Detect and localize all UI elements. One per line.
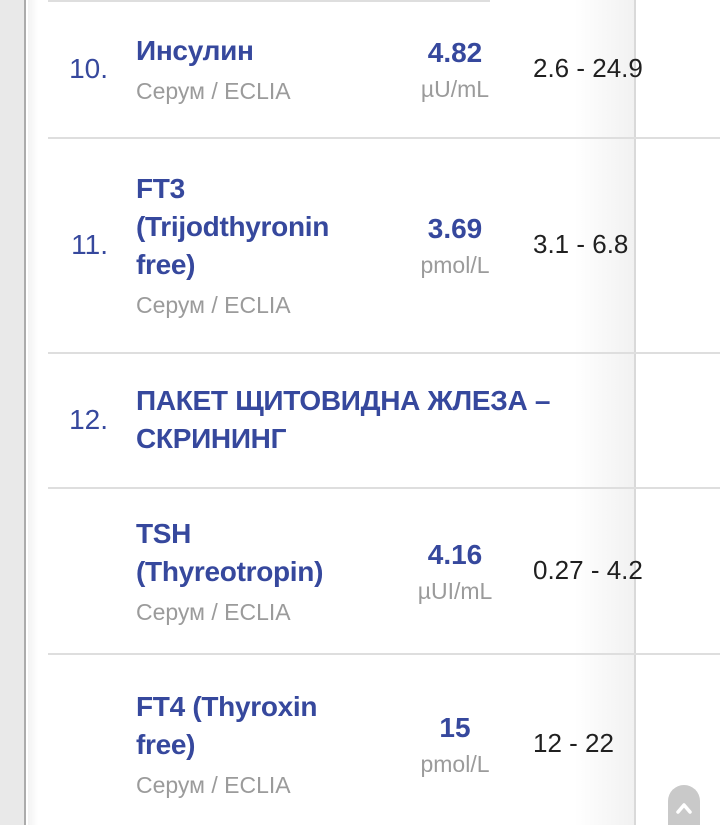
column-border: [634, 0, 636, 825]
test-name-cell: FT4 (Thyroxin free) Серум / ECLIA: [136, 688, 371, 799]
test-name: Инсулин: [136, 35, 254, 66]
row-number: 11.: [71, 228, 108, 260]
test-name: FT3 (Trijodthyronin free): [136, 173, 330, 280]
row-number: 10.: [69, 52, 108, 84]
result-cell: 15 pmol/L: [385, 709, 525, 778]
test-name: FT4 (Thyroxin free): [136, 690, 318, 760]
result-value: 4.82: [427, 37, 483, 68]
test-name-cell: Инсулин Серум / ECLIA: [136, 32, 371, 105]
table-row: TSH (Thyreotropin) Серум / ECLIA 4.16 µU…: [28, 487, 720, 653]
result-unit: µUI/mL: [417, 577, 493, 604]
result-cell: 3.69 pmol/L: [385, 210, 525, 279]
specimen-method: Серум / ECLIA: [136, 598, 291, 625]
row-number: 12.: [69, 403, 108, 435]
result-unit: pmol/L: [420, 252, 490, 278]
test-name: TSH (Thyreotropin): [136, 517, 324, 587]
result-unit: pmol/L: [420, 750, 490, 777]
package-name: ПАКЕТ ЩИТОВИДНА ЖЛЕЗА – СКРИНИНГ: [136, 384, 551, 454]
result-value: 15: [439, 711, 471, 743]
package-header-row: 12. ПАКЕТ ЩИТОВИДНА ЖЛЕЗА – СКРИНИНГ: [28, 352, 720, 487]
result-unit: µU/mL: [420, 76, 490, 102]
specimen-method: Серум / ECLIA: [136, 771, 291, 798]
specimen-method: Серум / ECLIA: [136, 78, 291, 104]
reference-range: 12 - 22: [533, 727, 614, 758]
results-table: 10. Инсулин Серум / ECLIA 4.82 µU/mL 2.6…: [28, 0, 720, 825]
result-value: 4.16: [427, 538, 483, 570]
table-row: 10. Инсулин Серум / ECLIA 4.82 µU/mL 2.6…: [28, 0, 720, 137]
page-left-gutter: [0, 0, 26, 825]
table-row: 11. FT3 (Trijodthyronin free) Серум / EC…: [28, 137, 720, 352]
test-name-cell: TSH (Thyreotropin) Серум / ECLIA: [136, 515, 371, 626]
test-name-cell: FT3 (Trijodthyronin free) Серум / ECLIA: [136, 170, 371, 319]
table-row: FT4 (Thyroxin free) Серум / ECLIA 15 pmo…: [28, 653, 720, 825]
package-name-cell: ПАКЕТ ЩИТОВИДНА ЖЛЕЗА – СКРИНИНГ: [136, 382, 710, 458]
result-cell: 4.16 µUI/mL: [385, 536, 525, 605]
result-value: 3.69: [427, 213, 483, 244]
reference-range: 3.1 - 6.8: [533, 229, 629, 259]
scroll-to-top-button[interactable]: [668, 785, 700, 825]
reference-range: 2.6 - 24.9: [533, 53, 643, 83]
reference-range: 0.27 - 4.2: [533, 554, 643, 585]
specimen-method: Серум / ECLIA: [136, 292, 291, 318]
result-cell: 4.82 µU/mL: [385, 34, 525, 103]
